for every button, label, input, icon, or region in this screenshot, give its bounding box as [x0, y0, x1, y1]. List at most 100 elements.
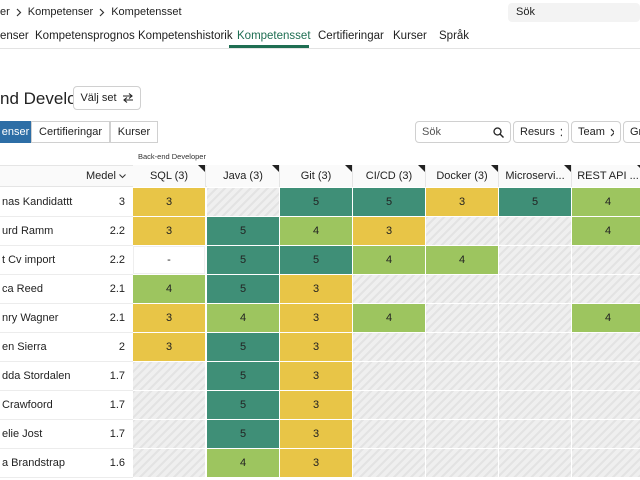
nav-tab[interactable]: Kompetenshistorik	[138, 30, 233, 42]
resource-name[interactable]: Crawfoord	[2, 399, 53, 411]
column-header-label: Java (3)	[223, 170, 263, 182]
skill-cell[interactable]: 3	[280, 391, 352, 419]
skill-cell[interactable]: 4	[133, 275, 205, 303]
sub-tab[interactable]: Kurser	[110, 121, 158, 143]
nav-tab[interactable]: Kurser	[393, 30, 427, 42]
column-header-label: Git (3)	[300, 170, 332, 182]
skill-cell[interactable]: 3	[280, 275, 352, 303]
skill-cell[interactable]: 3	[133, 333, 205, 361]
resource-name[interactable]: dda Stordalen	[2, 370, 71, 382]
column-header-label: REST API ...	[577, 170, 639, 182]
empty-cell	[572, 333, 640, 361]
divider	[0, 48, 640, 49]
skill-cell[interactable]: 5	[207, 217, 279, 245]
column-header-label: CI/CD (3)	[365, 170, 413, 182]
skill-cell[interactable]: 4	[572, 304, 640, 332]
average-value: 2.1	[109, 283, 125, 295]
sub-tab[interactable]: enser	[0, 121, 31, 143]
sort-icon	[119, 173, 126, 178]
sub-tab[interactable]: Certifieringar	[31, 121, 110, 143]
nav-tab[interactable]: enser	[0, 30, 29, 42]
skill-cell[interactable]: 3	[426, 188, 498, 216]
column-header[interactable]: Docker (3)	[426, 165, 499, 187]
average-value: 1.7	[109, 370, 125, 382]
skill-cell[interactable]: 4	[572, 188, 640, 216]
comment-marker	[418, 165, 425, 172]
select-set-button[interactable]: Välj set	[73, 86, 141, 110]
skill-cell[interactable]: 3	[280, 449, 352, 477]
empty-cell	[426, 391, 498, 419]
comment-marker	[564, 165, 571, 172]
column-header[interactable]: Microservi...	[499, 165, 572, 187]
average-value: 1.7	[109, 399, 125, 411]
average-value: 1.6	[109, 457, 125, 469]
resource-name[interactable]: elie Jost	[2, 428, 43, 440]
skill-cell[interactable]: 5	[207, 420, 279, 448]
breadcrumb-item[interactable]: Kompetenser	[27, 6, 94, 18]
skill-cell[interactable]: 5	[353, 188, 425, 216]
skill-cell[interactable]: 3	[280, 304, 352, 332]
search-input[interactable]: Sök	[508, 3, 640, 22]
skill-cell[interactable]: 5	[207, 333, 279, 361]
comment-marker	[198, 165, 205, 172]
skill-cell[interactable]: 5	[207, 391, 279, 419]
resource-name[interactable]: t Cv import	[2, 254, 56, 266]
skill-cell[interactable]: -	[133, 246, 205, 274]
average-header[interactable]: Medel	[86, 170, 126, 182]
skill-cell[interactable]: 3	[133, 217, 205, 245]
skill-cell[interactable]: 5	[207, 362, 279, 390]
skill-cell[interactable]: 3	[133, 188, 205, 216]
resource-name[interactable]: a Brandstrap	[2, 457, 65, 469]
table-search[interactable]: Sök	[415, 121, 511, 143]
resource-name[interactable]: ca Reed	[2, 283, 43, 295]
empty-cell	[426, 449, 498, 477]
skill-cell[interactable]: 4	[280, 217, 352, 245]
skill-cell[interactable]: 3	[133, 304, 205, 332]
average-value: 2.2	[109, 225, 125, 237]
resource-name[interactable]: nas Kandidattt	[2, 196, 73, 208]
skill-cell[interactable]: 4	[426, 246, 498, 274]
filter-button[interactable]: Gr	[623, 121, 640, 143]
column-header[interactable]: SQL (3)	[133, 165, 206, 187]
nav-tab[interactable]: Språk	[439, 30, 470, 42]
row-separator	[0, 361, 133, 362]
comment-marker	[491, 165, 498, 172]
chevron-icon	[560, 128, 562, 136]
skill-cell[interactable]: 4	[207, 449, 279, 477]
column-header[interactable]: REST API ...	[572, 165, 640, 187]
skill-cell[interactable]: 3	[280, 333, 352, 361]
skill-cell[interactable]: 4	[353, 246, 425, 274]
skill-cell[interactable]: 5	[280, 188, 352, 216]
skill-cell[interactable]: 4	[353, 304, 425, 332]
filter-button[interactable]: Resurs	[513, 121, 569, 143]
skill-cell[interactable]: 3	[280, 362, 352, 390]
empty-cell	[426, 333, 498, 361]
nav-tab[interactable]: Certifieringar	[318, 30, 384, 42]
average-value: 2	[118, 341, 125, 353]
nav-tab[interactable]: Kompetensset	[237, 30, 311, 42]
filter-label: Resurs	[520, 126, 555, 138]
resource-name[interactable]: nry Wagner	[2, 312, 59, 324]
skill-cell[interactable]: 5	[207, 275, 279, 303]
empty-cell	[353, 420, 425, 448]
column-header[interactable]: Java (3)	[207, 165, 280, 187]
row-separator	[0, 245, 133, 246]
skill-cell[interactable]: 5	[499, 188, 571, 216]
skill-cell[interactable]: 3	[353, 217, 425, 245]
column-header[interactable]: Git (3)	[280, 165, 353, 187]
row-separator	[0, 448, 133, 449]
empty-cell	[426, 362, 498, 390]
breadcrumb-item: Kompetensset	[111, 6, 182, 18]
skill-cell[interactable]: 5	[280, 246, 352, 274]
column-header[interactable]: CI/CD (3)	[353, 165, 426, 187]
breadcrumb-item[interactable]: er	[0, 6, 10, 18]
skill-cell[interactable]: 3	[280, 420, 352, 448]
skill-cell[interactable]: 5	[207, 246, 279, 274]
resource-name[interactable]: en Sierra	[2, 341, 47, 353]
skill-cell[interactable]: 4	[572, 217, 640, 245]
skill-cell[interactable]: 4	[207, 304, 279, 332]
filter-button[interactable]: Team	[571, 121, 621, 143]
resource-name[interactable]: urd Ramm	[2, 225, 54, 237]
nav-tab[interactable]: Kompetensprognos	[35, 30, 135, 42]
filter-label: Team	[578, 126, 605, 138]
